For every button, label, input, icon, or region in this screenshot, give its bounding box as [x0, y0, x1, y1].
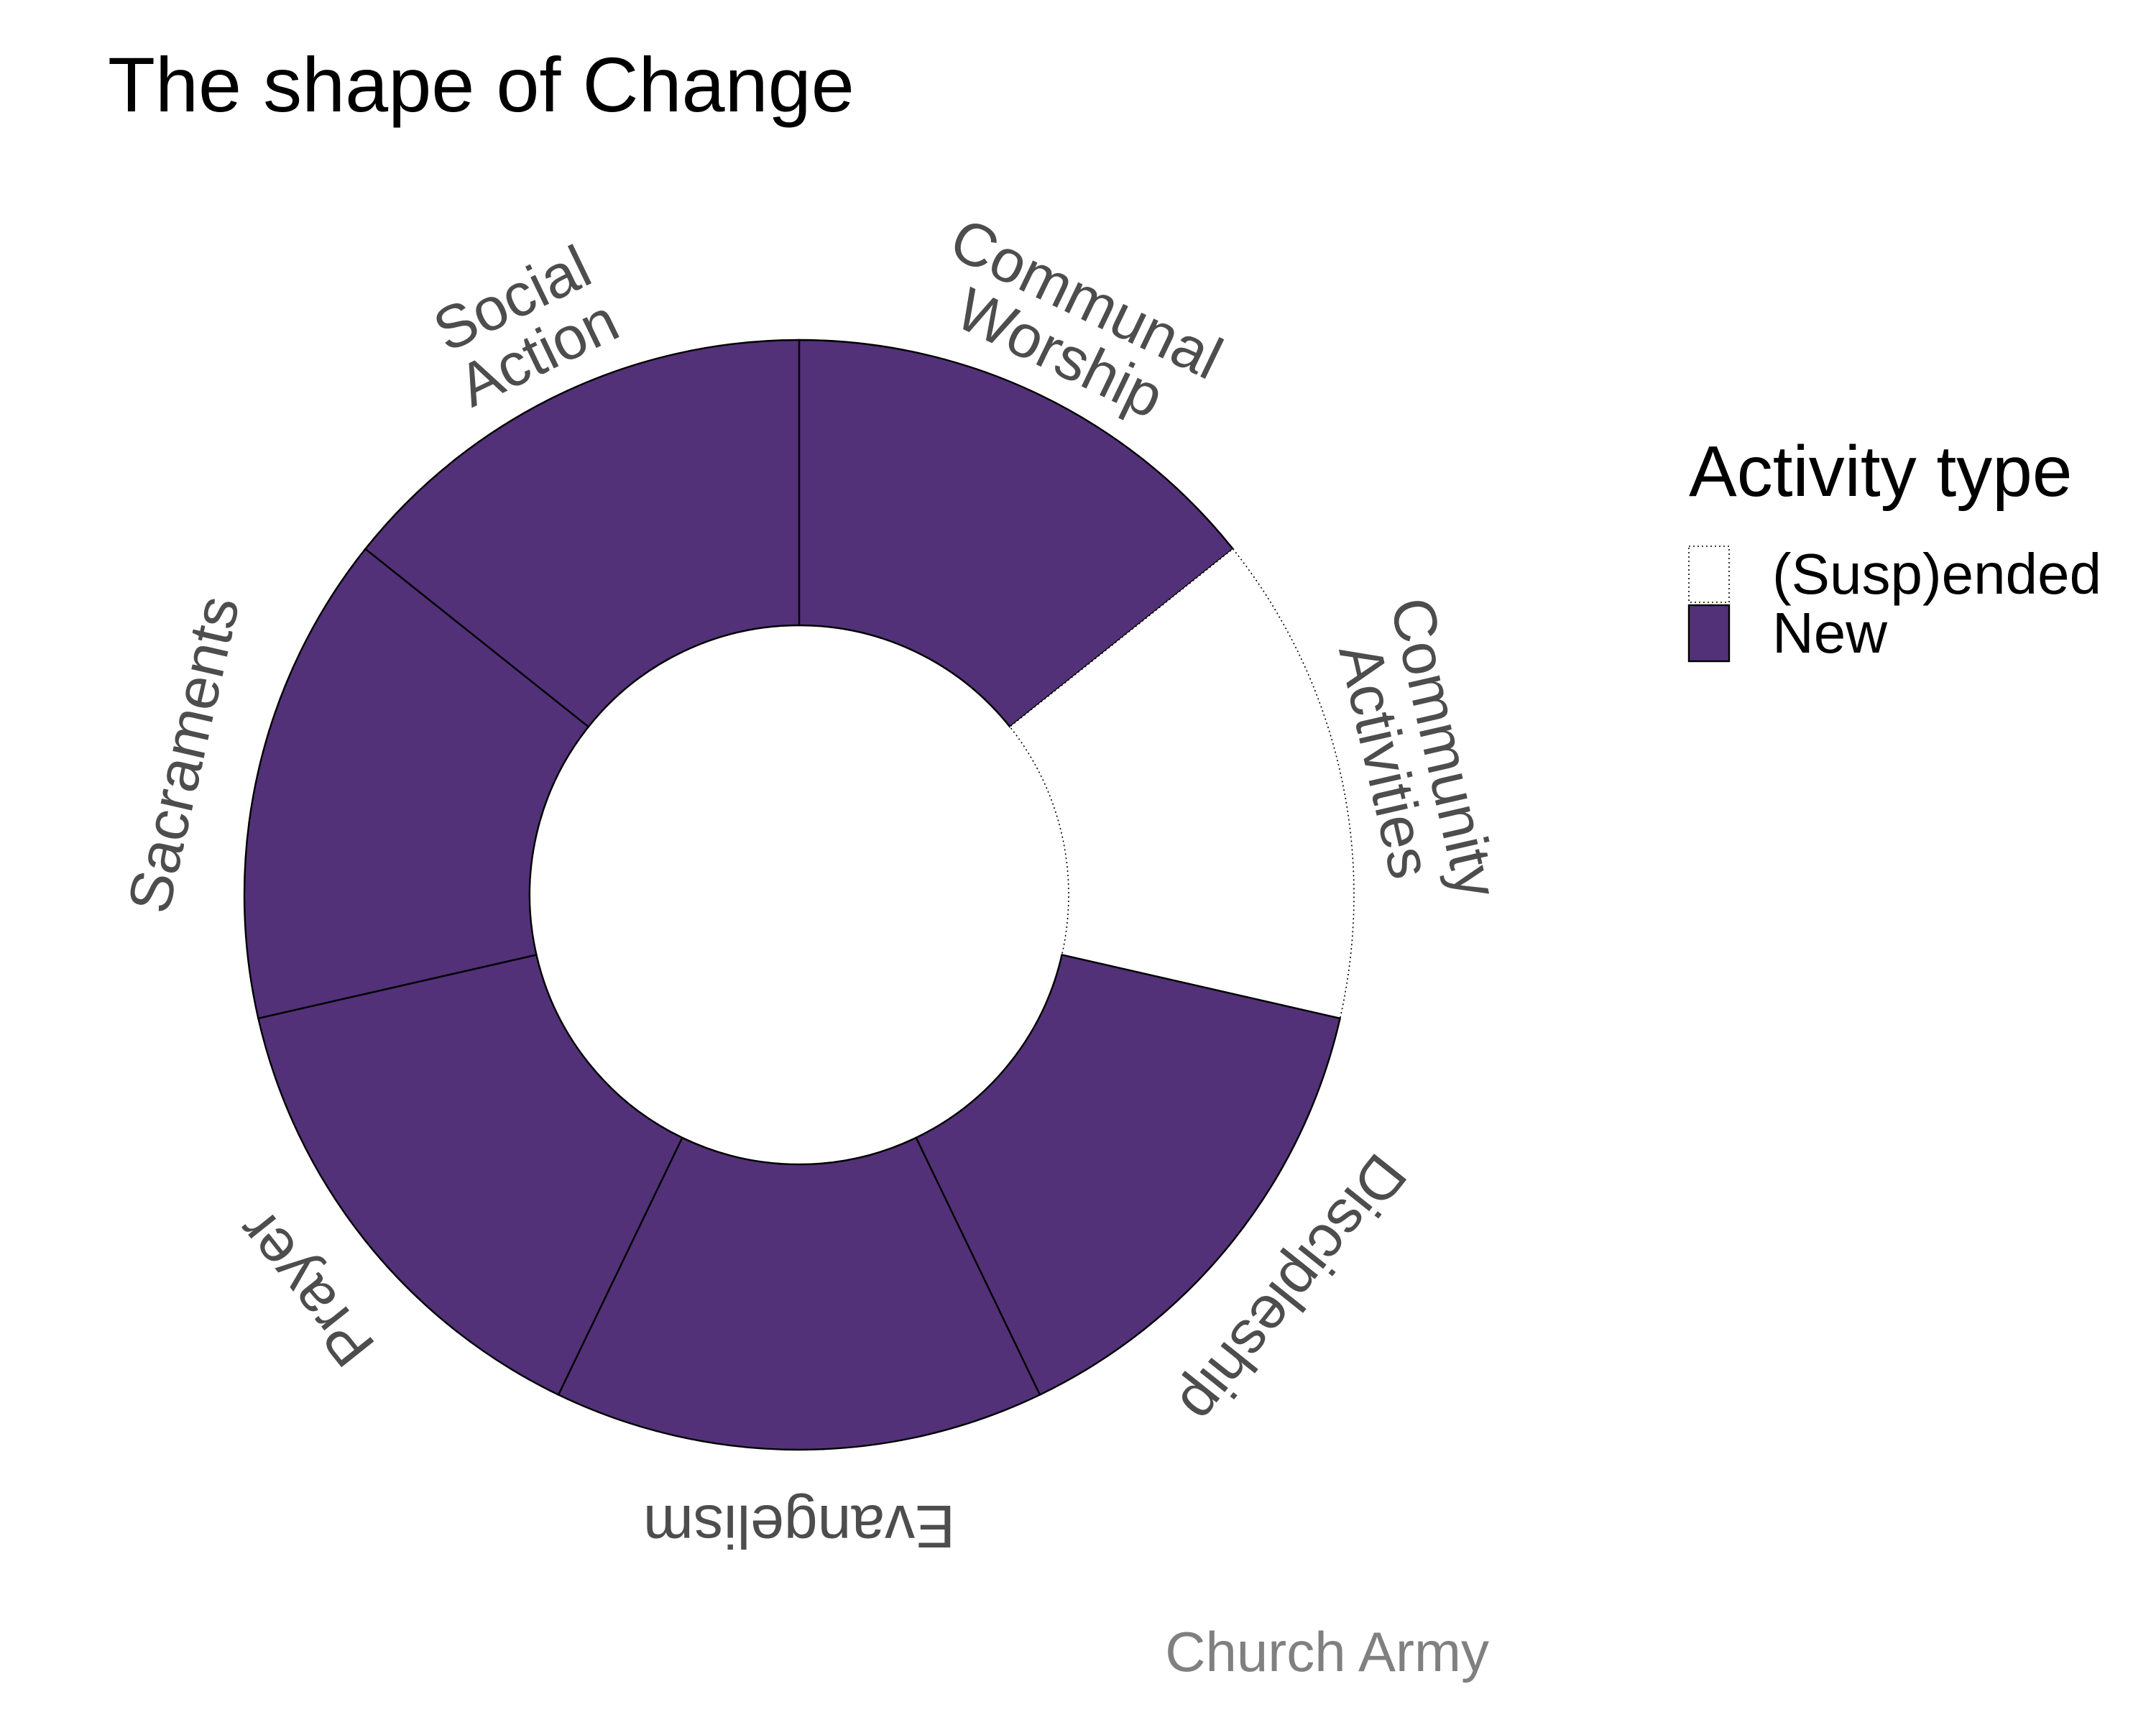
slice-evangelism [557, 1136, 1041, 1451]
slice-community-activities [1009, 548, 1355, 1019]
chart-caption: Church Army [1165, 1620, 1489, 1683]
legend-swatch-susp-ended [1688, 546, 1730, 603]
category-label-line: Evangelism [643, 1493, 955, 1560]
slice-sacraments [243, 547, 590, 1020]
slice-discipleship [915, 954, 1342, 1397]
category-label-sacraments: Sacraments [114, 589, 252, 919]
legend-label-susp-ended: (Susp)ended [1772, 542, 2101, 606]
slice-prayer [257, 954, 683, 1397]
slice-social-action [364, 339, 801, 728]
chart-title: The shape of Change [108, 41, 854, 128]
legend-title: Activity type [1689, 431, 2073, 512]
legend-label-new: New [1772, 601, 1887, 665]
legend-swatch-new [1687, 604, 1731, 663]
donut-slices [243, 339, 1355, 1451]
slice-communal-worship [798, 339, 1235, 728]
category-label-line: Sacraments [114, 589, 252, 919]
category-label-evangelism: Evangelism [643, 1493, 955, 1560]
